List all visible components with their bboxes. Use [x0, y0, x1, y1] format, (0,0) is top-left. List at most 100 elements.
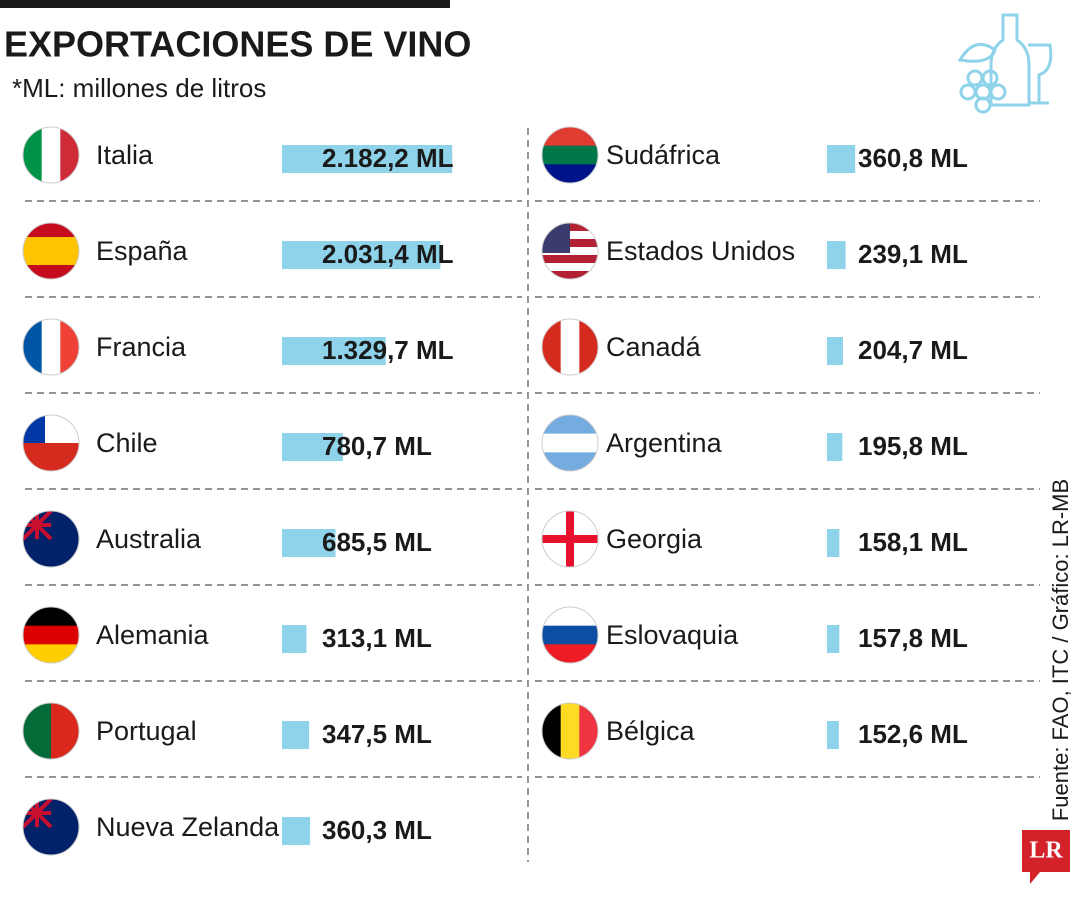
flag-rim [541, 702, 599, 760]
bar [827, 241, 846, 269]
bar [282, 721, 310, 749]
top-rule [0, 0, 450, 8]
flag-stripe [542, 607, 598, 627]
flag-cross [23, 799, 53, 829]
flag [542, 703, 598, 759]
flag-stripe [23, 127, 43, 183]
value-label: 239,1 ML [858, 239, 968, 269]
flag-stripe [542, 263, 598, 272]
flag-cross [23, 511, 53, 541]
flag-stripe [542, 255, 598, 264]
flag-rim [541, 222, 599, 280]
logo: LR [1029, 838, 1063, 864]
country-name: Argentina [606, 428, 723, 458]
value-label: 1.329,7 ML [322, 335, 454, 365]
logo-badge [1022, 830, 1070, 884]
value-label: 780,7 ML [322, 431, 432, 461]
flag-stripe [542, 127, 598, 147]
flag-stripe [542, 625, 598, 645]
flag-stripe [542, 433, 598, 453]
value-label: 195,8 ML [858, 431, 968, 461]
value-label: 2.182,2 ML [322, 143, 454, 173]
country-name: Sudáfrica [606, 140, 721, 170]
flag-stripe [23, 319, 43, 375]
bar [282, 433, 343, 461]
bar [282, 337, 386, 365]
value-label: 360,3 ML [322, 815, 432, 845]
country-name: Canadá [606, 332, 702, 362]
source: Fuente: FAO, ITC / Gráfico: LR-MB [1048, 479, 1073, 821]
country-name: Bélgica [606, 716, 696, 746]
flag-stripe [60, 319, 79, 375]
bar [827, 433, 843, 461]
flag-stripe [41, 319, 61, 375]
flag-stripe [23, 703, 52, 759]
value-label: 313,1 ML [322, 623, 432, 653]
value-label: 204,7 ML [858, 335, 968, 365]
flag [23, 127, 79, 183]
flag-stripe [542, 271, 598, 279]
flag-stripe [542, 452, 598, 471]
flag [542, 607, 598, 663]
flag [23, 319, 79, 375]
value-label: 685,5 ML [322, 527, 432, 557]
flag-stripe [23, 539, 79, 567]
flag-stripe [579, 319, 598, 375]
flag-rim [541, 510, 599, 568]
flag-rim [22, 222, 80, 280]
flag-stripe [60, 127, 79, 183]
flag-stripe [560, 703, 580, 759]
flag [542, 127, 598, 183]
country-name: Italia [96, 140, 154, 170]
bar [827, 337, 843, 365]
flag-stripe [23, 265, 79, 279]
flag-rim [541, 318, 599, 376]
flag-canton [542, 223, 570, 253]
flag-rim [22, 510, 80, 568]
country-name: Alemania [96, 620, 210, 650]
flag-cross [542, 511, 598, 567]
value-label: 152,6 ML [858, 719, 968, 749]
wine-icon [957, 13, 1053, 114]
bar [827, 529, 840, 557]
flag-stripe [23, 251, 79, 266]
value-label: 347,5 ML [322, 719, 432, 749]
flag-stripe [23, 625, 79, 645]
value-label: 158,1 ML [858, 527, 968, 557]
flag-rim [22, 606, 80, 664]
flag [542, 319, 598, 375]
country-name: Estados Unidos [606, 236, 795, 266]
bar [282, 529, 336, 557]
country-name: Georgia [606, 524, 703, 554]
flag-stripe [542, 145, 598, 165]
country-name: Francia [96, 332, 187, 362]
bar [827, 145, 856, 173]
flag-rim [22, 702, 80, 760]
flag-stripe [23, 443, 79, 471]
bar [827, 721, 839, 749]
flag-rim [22, 798, 80, 856]
country-name: España [96, 236, 189, 266]
bar [282, 241, 441, 269]
subtitle: *ML: millones de litros [12, 73, 266, 103]
country-name: Eslovaquia [606, 620, 739, 650]
flag-rim [541, 606, 599, 664]
flag [542, 223, 598, 279]
flag [23, 607, 79, 663]
flag-stripe [23, 223, 79, 238]
bar [827, 625, 840, 653]
value-label: 360,8 ML [858, 143, 968, 173]
flag-stripe [542, 319, 562, 375]
bar [282, 817, 311, 845]
flag-rim [22, 318, 80, 376]
bar [282, 625, 307, 653]
value-label: 157,8 ML [858, 623, 968, 653]
flag-stripe [41, 127, 61, 183]
flag-stripe [579, 703, 598, 759]
bar [282, 145, 453, 173]
flag-stripe [23, 237, 79, 252]
flag-stripe [51, 703, 79, 759]
flag [542, 415, 598, 471]
chart-title: EXPORTACIONES DE VINO [4, 24, 471, 65]
flag-stripe [23, 644, 79, 663]
